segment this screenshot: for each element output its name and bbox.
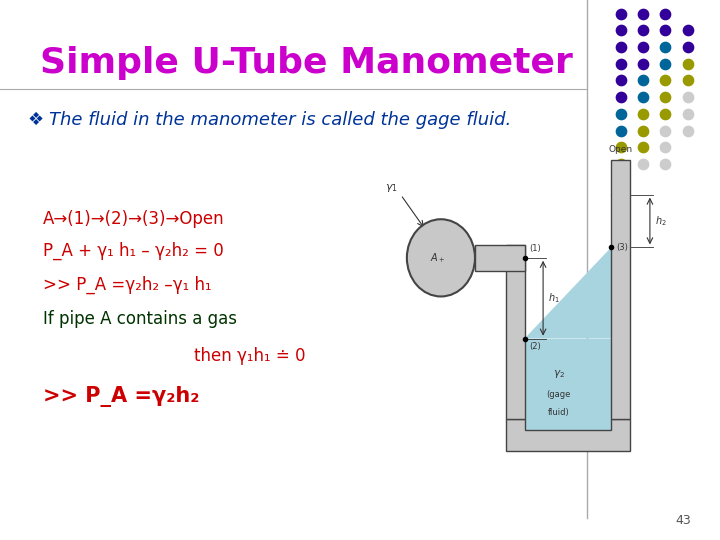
Text: ❖: ❖: [27, 111, 43, 129]
Text: (1): (1): [529, 244, 541, 253]
Point: [682, 93, 693, 102]
Point: [615, 110, 626, 118]
Circle shape: [407, 219, 475, 296]
Text: The fluid in the manometer is called the gage fluid.: The fluid in the manometer is called the…: [49, 111, 511, 129]
Point: [615, 126, 626, 135]
Point: [660, 143, 671, 152]
Point: [660, 43, 671, 51]
Polygon shape: [611, 159, 630, 419]
Text: $\gamma_1$: $\gamma_1$: [385, 181, 398, 194]
Point: [615, 76, 626, 85]
Text: >> P_A =γ₂h₂: >> P_A =γ₂h₂: [43, 387, 199, 407]
Point: [682, 110, 693, 118]
Text: $\gamma_2$: $\gamma_2$: [552, 368, 564, 380]
Point: [660, 160, 671, 168]
Point: [615, 59, 626, 68]
Point: [637, 26, 649, 35]
Text: >> P_A =γ₂h₂ –γ₁ h₁: >> P_A =γ₂h₂ –γ₁ h₁: [43, 275, 212, 294]
Point: [615, 43, 626, 51]
Point: [615, 26, 626, 35]
Text: P_A + γ₁ h₁ – γ₂h₂ = 0: P_A + γ₁ h₁ – γ₂h₂ = 0: [43, 242, 224, 260]
Text: Open: Open: [608, 145, 633, 154]
Point: [615, 143, 626, 152]
Polygon shape: [525, 247, 611, 339]
Point: [660, 93, 671, 102]
Point: [660, 26, 671, 35]
Text: (gage: (gage: [546, 390, 571, 399]
Point: [682, 59, 693, 68]
Point: [660, 9, 671, 18]
Point: [637, 76, 649, 85]
Text: $A_+$: $A_+$: [430, 251, 446, 265]
Text: (2): (2): [529, 342, 541, 351]
Point: [637, 43, 649, 51]
Point: [660, 76, 671, 85]
Point: [637, 59, 649, 68]
Text: Simple U-Tube Manometer: Simple U-Tube Manometer: [40, 46, 572, 80]
Point: [615, 93, 626, 102]
Text: fluid): fluid): [548, 408, 570, 417]
Text: If pipe A contains a gas: If pipe A contains a gas: [43, 309, 237, 328]
Point: [660, 126, 671, 135]
Text: then γ₁h₁ ≐ 0: then γ₁h₁ ≐ 0: [194, 347, 306, 366]
Text: (3): (3): [616, 243, 628, 252]
Point: [637, 9, 649, 18]
Polygon shape: [475, 245, 525, 271]
Point: [615, 160, 626, 168]
Point: [615, 9, 626, 18]
Text: $h_1$: $h_1$: [548, 291, 559, 305]
Point: [682, 26, 693, 35]
Point: [660, 59, 671, 68]
Point: [637, 160, 649, 168]
Point: [637, 110, 649, 118]
Point: [637, 126, 649, 135]
Point: [637, 93, 649, 102]
Text: 43: 43: [675, 514, 691, 526]
Polygon shape: [506, 245, 525, 419]
Polygon shape: [611, 194, 630, 247]
Point: [660, 110, 671, 118]
Polygon shape: [525, 339, 611, 430]
Point: [682, 76, 693, 85]
Point: [682, 43, 693, 51]
Polygon shape: [506, 419, 630, 451]
Point: [682, 126, 693, 135]
Point: [637, 143, 649, 152]
Text: A→(1)→(2)→(3)→Open: A→(1)→(2)→(3)→Open: [43, 210, 225, 228]
Text: $h_2$: $h_2$: [654, 214, 666, 228]
